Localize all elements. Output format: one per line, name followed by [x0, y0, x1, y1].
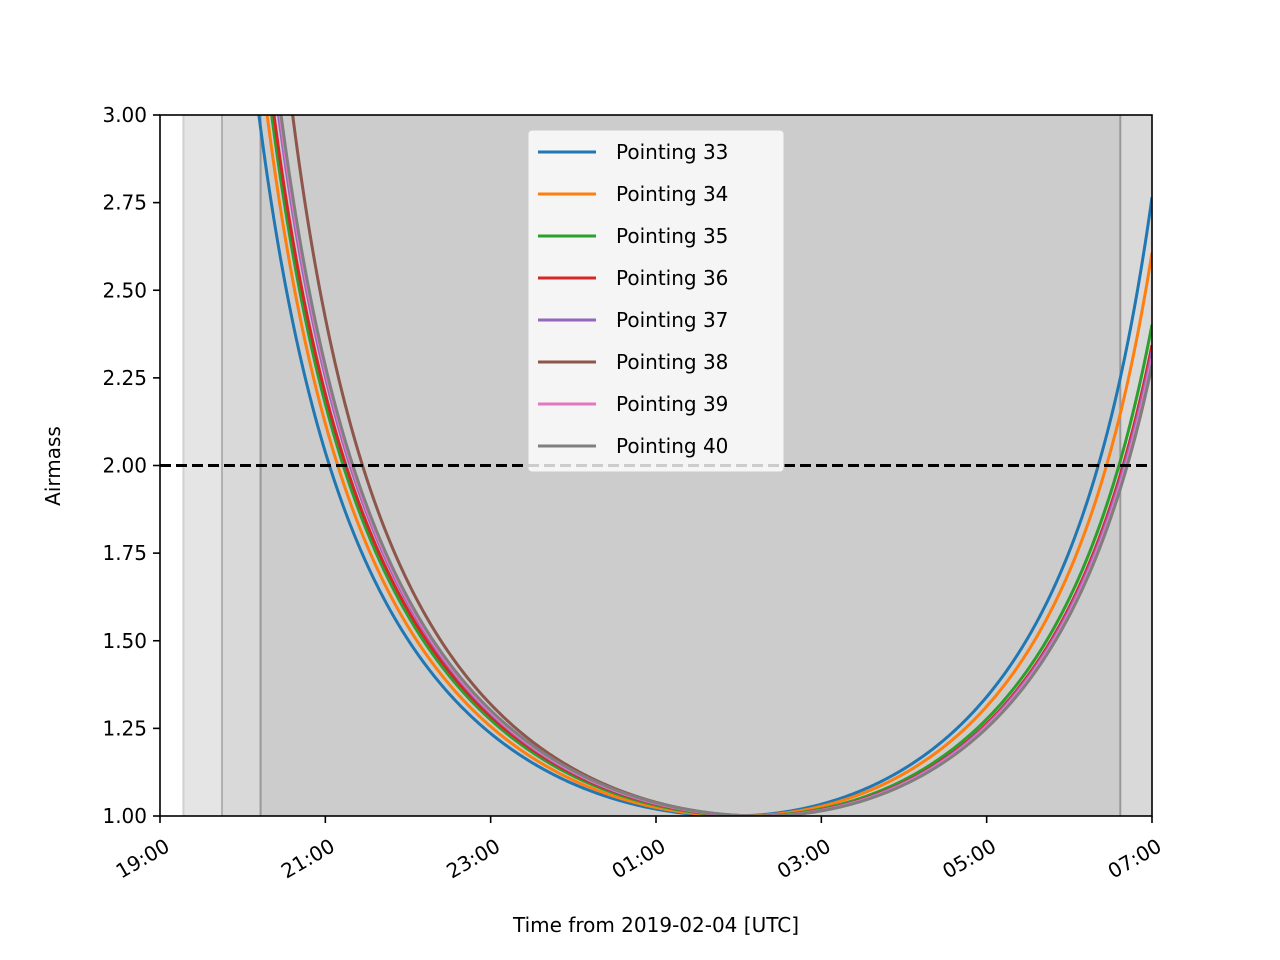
y-tick-label: 3.00: [102, 103, 147, 127]
legend-label: Pointing 37: [616, 308, 728, 332]
series-lines: [257, 115, 1152, 816]
legend-label: Pointing 35: [616, 224, 728, 248]
legend-label: Pointing 39: [616, 392, 728, 416]
legend-label: Pointing 34: [616, 182, 728, 206]
x-tick-label: 01:00: [608, 834, 670, 884]
x-axis-ticks: 19:00 21:00 23:00 01:00 03:00 05:00 07:00: [112, 816, 1166, 883]
y-tick-label: 2.25: [102, 366, 147, 390]
y-tick-label: 1.00: [102, 804, 147, 828]
y-axis-label: Airmass: [41, 426, 65, 506]
series-line-pointing-40: [279, 115, 1152, 816]
y-tick-label: 2.50: [102, 278, 147, 302]
x-axis-label: Time from 2019-02-04 [UTC]: [512, 913, 799, 937]
legend-label: Pointing 33: [616, 140, 728, 164]
x-tick-label: 03:00: [773, 834, 835, 884]
x-tick-label: 21:00: [277, 834, 339, 884]
x-tick-label: 19:00: [112, 834, 174, 884]
y-tick-label: 2.75: [102, 191, 147, 215]
y-tick-label: 2.00: [102, 454, 147, 478]
legend-label: Pointing 38: [616, 350, 728, 374]
x-tick-label: 05:00: [938, 834, 1000, 884]
legend-box: [527, 129, 785, 473]
y-tick-label: 1.50: [102, 629, 147, 653]
legend-label: Pointing 40: [616, 434, 728, 458]
legend-label: Pointing 36: [616, 266, 728, 290]
x-tick-label: 07:00: [1104, 834, 1166, 884]
y-axis-ticks: 1.00 1.25 1.50 1.75 2.00 2.25 2.50 2.75 3.00: [102, 103, 160, 828]
y-tick-label: 1.75: [102, 541, 147, 565]
x-tick-label: 23:00: [442, 834, 504, 884]
legend: Pointing 33 Pointing 34 Pointing 35 Pointin…: [527, 129, 785, 473]
y-tick-label: 1.25: [102, 716, 147, 740]
